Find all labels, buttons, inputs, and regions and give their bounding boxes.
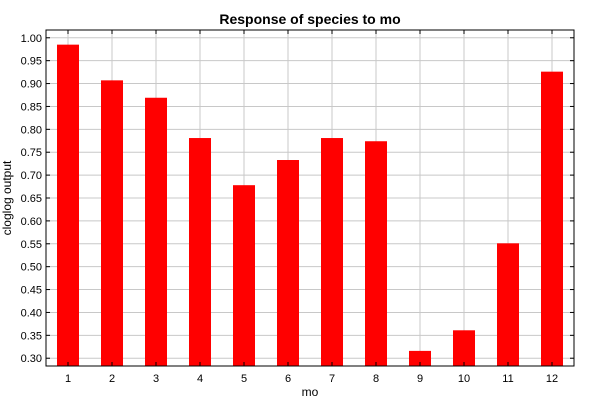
y-tick-label: 0.55: [21, 239, 42, 251]
y-tick-label: 0.30: [21, 353, 42, 365]
x-tick-label: 6: [285, 373, 291, 385]
bar-month-12: [541, 71, 563, 366]
chart-title: Response of species to mo: [219, 11, 400, 27]
y-tick-label: 0.60: [21, 216, 42, 228]
bar-month-10: [453, 330, 475, 366]
x-tick-label: 9: [417, 373, 423, 385]
x-tick-label: 12: [546, 373, 558, 385]
x-tick-label: 2: [109, 373, 115, 385]
x-tick-label: 10: [458, 373, 470, 385]
y-tick-label: 0.65: [21, 193, 42, 205]
x-tick-label: 11: [502, 373, 513, 385]
bars: [57, 44, 563, 367]
bar-month-2: [101, 80, 123, 367]
y-axis-label: cloglog output: [0, 160, 14, 235]
x-axis-label: mo: [302, 385, 319, 399]
y-tick-label: 0.35: [21, 330, 42, 342]
y-tick-label: 0.75: [21, 147, 42, 159]
y-tick-label: 0.70: [21, 170, 42, 182]
y-tick-label: 0.80: [21, 124, 42, 136]
x-tick-label: 4: [197, 373, 203, 385]
y-tick-label: 0.90: [21, 79, 42, 91]
bar-month-5: [233, 185, 255, 366]
x-tick-label: 7: [329, 373, 335, 385]
y-tick-label: 0.85: [21, 101, 42, 113]
grid-lines: [46, 30, 574, 366]
x-ticks: 1 2 3 4 5 6 7 8 9 10 11 12: [65, 30, 558, 385]
bar-month-1: [57, 44, 79, 367]
y-ticks: 0.30 0.35 0.40 0.45 0.50 0.55 0.60 0.65 0.70 0.75…: [21, 33, 574, 365]
bar-month-6: [277, 160, 299, 366]
x-tick-label: 3: [153, 373, 159, 385]
bar-month-11: [497, 243, 519, 366]
bar-month-9: [409, 350, 431, 366]
bar-month-3: [145, 97, 167, 366]
y-tick-label: 0.45: [21, 285, 42, 297]
bar-month-7: [321, 138, 343, 366]
bar-month-8: [365, 141, 387, 366]
y-tick-label: 0.95: [21, 56, 42, 68]
bar-month-4: [189, 138, 211, 366]
y-tick-label: 1.00: [21, 33, 42, 45]
x-tick-label: 5: [241, 373, 247, 385]
y-tick-label: 0.40: [21, 307, 42, 319]
x-tick-label: 8: [373, 373, 379, 385]
y-tick-label: 0.50: [21, 262, 42, 274]
x-tick-label: 1: [65, 373, 71, 385]
